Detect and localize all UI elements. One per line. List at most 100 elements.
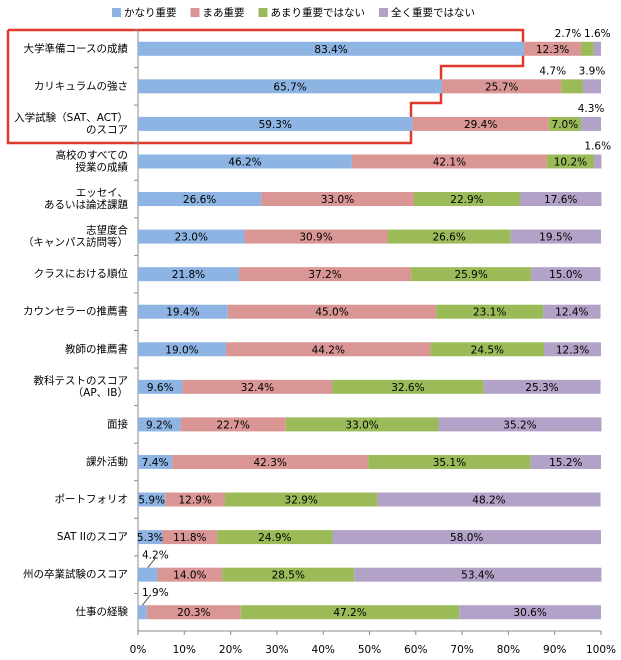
x-tick-label: 10%	[173, 644, 196, 656]
value-label: 30.9%	[299, 232, 332, 244]
bar-segment	[138, 154, 352, 169]
bar-segment	[182, 379, 333, 394]
value-label: 20.3%	[177, 607, 210, 619]
value-label: 12.4%	[555, 307, 588, 319]
value-label: 12.9%	[179, 495, 212, 507]
bar-segment	[581, 41, 594, 56]
bar-segment	[581, 116, 601, 131]
bar-segment	[138, 41, 525, 56]
y-tick-label: 大学準備コースの成績	[24, 42, 129, 55]
x-tick-label: 60%	[404, 644, 427, 656]
bar-segment	[548, 116, 582, 131]
value-label: 22.7%	[216, 419, 249, 431]
value-label: 19.0%	[165, 344, 198, 356]
bar-segment	[412, 116, 549, 131]
value-label: 42.3%	[254, 457, 287, 469]
bar-segment	[138, 492, 166, 507]
bar-segment	[172, 454, 369, 469]
legend-swatch	[112, 8, 121, 17]
value-label: 46.2%	[228, 156, 261, 168]
bar-segment	[285, 417, 439, 432]
bar-segment	[225, 492, 378, 507]
bar-segment	[238, 267, 412, 282]
value-label: 24.5%	[471, 344, 504, 356]
bar-segment	[436, 304, 544, 319]
bar-segment	[138, 530, 163, 545]
bar-segment	[138, 454, 173, 469]
x-tick-label: 70%	[450, 644, 473, 656]
bar-segment	[377, 492, 601, 507]
legend-label: 全く重要ではない	[391, 6, 475, 19]
value-label: 33.0%	[321, 194, 354, 206]
bar-segment	[530, 454, 601, 469]
value-label: 53.4%	[461, 570, 494, 582]
value-label: 21.8%	[172, 269, 205, 281]
y-tick-label: 州の卒業試験のスコア	[23, 568, 128, 581]
bar-segment	[138, 417, 181, 432]
y-tick-label: 高校のすべての授業の成績	[56, 148, 129, 173]
value-label: 23.0%	[175, 232, 208, 244]
bar-segment	[157, 567, 223, 582]
value-label: 4.7%	[539, 65, 566, 77]
y-tick-label: 教師の推薦書	[65, 342, 128, 355]
value-label: 5.9%	[138, 495, 165, 507]
x-tick-label: 20%	[219, 644, 242, 656]
bar-segment	[483, 379, 601, 394]
value-label: 7.4%	[142, 457, 169, 469]
value-label: 35.2%	[503, 419, 536, 431]
y-tick-label: カリキュラムの強さ	[34, 79, 128, 92]
value-label: 58.0%	[450, 532, 483, 544]
value-label: 28.5%	[272, 570, 305, 582]
bar-segment	[543, 304, 601, 319]
bar-segment	[138, 267, 239, 282]
value-label: 37.2%	[308, 269, 341, 281]
x-tick-label: 80%	[497, 644, 520, 656]
bar-segment	[138, 79, 443, 94]
bar-segment	[368, 454, 531, 469]
bar-segment	[524, 41, 582, 56]
bar-segment	[544, 342, 601, 357]
value-label: 17.6%	[544, 194, 577, 206]
y-tick-label: 面接	[107, 417, 128, 430]
bar-segment	[593, 41, 601, 56]
bar-segment	[531, 267, 601, 282]
value-label: 29.4%	[464, 119, 497, 131]
value-label: 26.6%	[183, 194, 216, 206]
bar-segment	[351, 154, 547, 169]
leader-line	[142, 594, 151, 606]
bar-segment	[222, 567, 355, 582]
value-label: 1.9%	[142, 587, 169, 599]
bar-segment	[332, 530, 601, 545]
value-label: 65.7%	[273, 81, 306, 93]
bar-segment	[138, 304, 228, 319]
value-label: 35.1%	[433, 457, 466, 469]
value-label: 4.2%	[142, 550, 169, 562]
value-label: 12.3%	[556, 344, 589, 356]
bar-segment	[162, 530, 218, 545]
y-tick-label: カウンセラーの推薦書	[23, 305, 128, 318]
bar-segment	[138, 229, 245, 244]
bar-segment	[594, 154, 602, 169]
bar-segment	[217, 530, 333, 545]
y-tick-label: 入学試験（SAT、ACT）のスコア	[14, 111, 128, 136]
value-label: 12.3%	[536, 44, 569, 56]
value-label: 19.5%	[539, 232, 572, 244]
value-label: 33.0%	[345, 419, 378, 431]
legend-swatch	[379, 8, 388, 17]
value-label: 1.6%	[584, 140, 611, 152]
value-label: 83.4%	[314, 44, 347, 56]
bar-segment	[138, 379, 183, 394]
bar-segment	[413, 192, 520, 207]
y-tick-label: 課外活動	[86, 455, 128, 468]
bar-segment	[510, 229, 601, 244]
bar-segment	[240, 605, 460, 620]
legend-label: かなり重要	[124, 6, 177, 19]
value-label: 25.7%	[485, 81, 518, 93]
x-tick-label: 0%	[130, 644, 147, 656]
value-label: 23.1%	[473, 307, 506, 319]
value-label: 3.9%	[579, 65, 606, 77]
bar-segment	[438, 417, 602, 432]
bar-segment	[180, 417, 286, 432]
bar-segment	[411, 267, 532, 282]
